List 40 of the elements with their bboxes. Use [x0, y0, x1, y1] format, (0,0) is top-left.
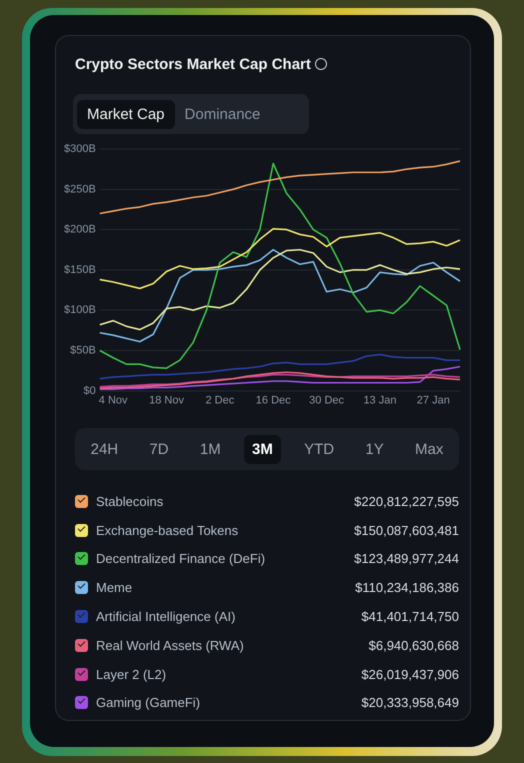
text: 1Y: [364, 440, 385, 460]
text: $20,333,958,649: [361, 695, 459, 710]
x-tick-label: 13 Jan: [363, 394, 396, 406]
x-tick-label: 18 Nov: [149, 394, 184, 406]
text: $220,812,227,595: [354, 494, 459, 509]
x-tick-label: 30 Dec: [309, 394, 345, 406]
y-tick-label: $50B: [70, 344, 96, 357]
legend-label: Meme: [96, 580, 134, 596]
y-tick-label: $150B: [64, 264, 96, 276]
x-tick-label: 2 Dec: [205, 394, 235, 406]
legend-label: Decentralized Finance (DeFi): [96, 551, 266, 566]
legend-label: Layer 2 (L2): [96, 666, 168, 682]
legend-label: Stablecoins: [96, 494, 164, 509]
x-tick-label: 27 Jan: [416, 394, 450, 406]
y-tick-label: $0: [84, 384, 96, 397]
text: Dominance: [184, 104, 262, 124]
text: Market Cap: [77, 100, 175, 128]
x-tick-label: 4 Nov: [98, 394, 128, 406]
legend-label: Real World Assets (RWA): [96, 638, 245, 653]
y-tick-label: $100B: [64, 304, 96, 316]
legend-label: Gaming (GameFi): [96, 695, 202, 710]
text: 1M: [198, 440, 222, 460]
text: $110,234,186,386: [355, 580, 459, 596]
text: $26,019,437,906: [361, 666, 459, 682]
text: Max: [414, 440, 444, 460]
text: 24H: [90, 440, 120, 460]
text: $41,401,714,750: [361, 609, 459, 624]
legend-label: Exchange-based Tokens: [96, 522, 240, 538]
y-tick-label: $250B: [64, 183, 96, 196]
x-tick-label: 16 Dec: [256, 394, 292, 406]
text: $150,087,603,481: [354, 522, 459, 538]
text: 3M: [244, 434, 281, 464]
text: $123,489,977,244: [354, 551, 459, 566]
chart-title: Crypto Sectors Market Cap Chart: [75, 56, 312, 73]
text: 7D: [148, 440, 170, 460]
y-tick-label: $300B: [64, 143, 96, 156]
text: $6,940,630,668: [368, 638, 459, 653]
y-tick-label: $200B: [64, 224, 96, 236]
text: YTD: [303, 440, 336, 460]
legend-label: Artificial Intelligence (AI): [96, 609, 236, 624]
